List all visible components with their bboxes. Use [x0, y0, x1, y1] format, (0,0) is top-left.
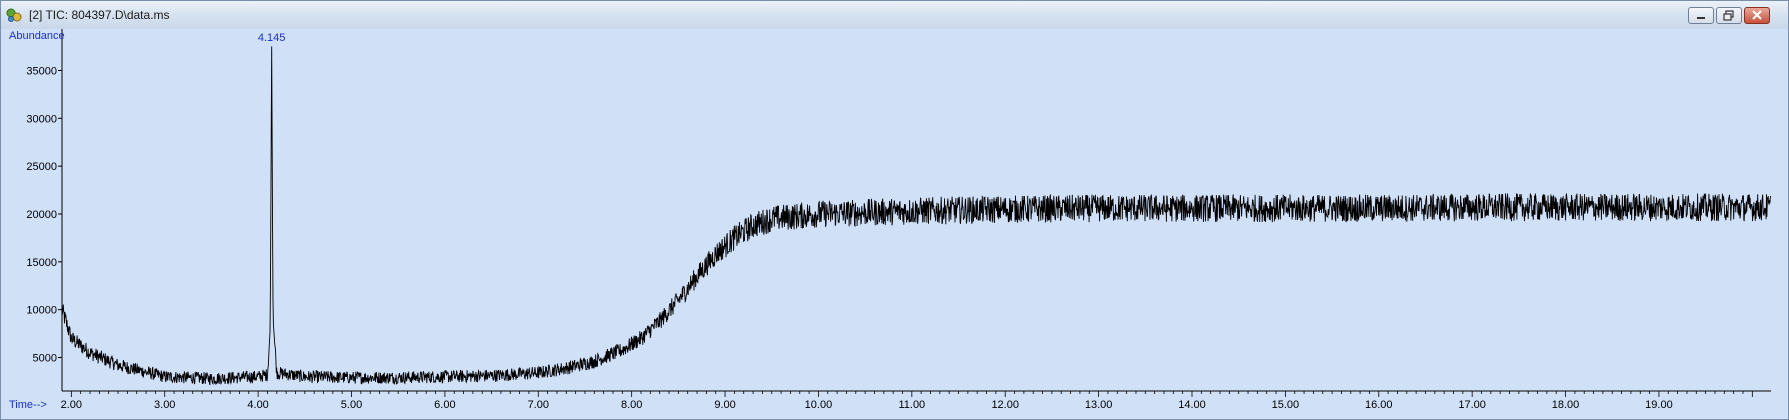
close-button[interactable]	[1744, 7, 1770, 24]
x-tick-label: 12.00	[991, 399, 1019, 411]
y-tick-label: 20000	[26, 209, 57, 221]
x-tick-label: 11.00	[898, 399, 925, 411]
x-tick-label: 3.00	[154, 399, 175, 411]
x-tick-label: 4.00	[247, 399, 268, 411]
axes	[61, 29, 1771, 392]
tic-series-line	[61, 46, 1772, 386]
restore-button[interactable]	[1716, 7, 1742, 24]
close-icon	[1752, 10, 1762, 20]
restore-icon	[1723, 10, 1734, 21]
x-tick-label: 15.00	[1272, 399, 1300, 411]
x-tick-label: 10.00	[805, 399, 833, 411]
x-tick-label: 18.00	[1552, 399, 1580, 411]
chromatogram-plot[interactable]: 5000 10000 15000 20000 25000 30000 35000 2.00 3.…	[1, 29, 1788, 419]
ticks: 5000 10000 15000 20000 25000 30000 35000 2.00 3.…	[26, 65, 1753, 411]
y-tick-label: 5000	[33, 353, 57, 365]
peak-label: 4.145	[258, 32, 286, 44]
title-bar[interactable]: [2] TIC: 804397.D\data.ms	[1, 1, 1788, 30]
series-group	[61, 46, 1772, 386]
minimize-icon	[1697, 17, 1705, 19]
y-tick-label: 10000	[26, 305, 57, 317]
x-tick-label: 7.00	[528, 399, 549, 411]
x-tick-label: 8.00	[621, 399, 642, 411]
window-title: [2] TIC: 804397.D\data.ms	[29, 8, 170, 22]
y-tick-label: 30000	[26, 113, 57, 125]
y-tick-label: 25000	[26, 161, 57, 173]
x-tick-label: 6.00	[434, 399, 455, 411]
x-tick-label: 5.00	[341, 399, 362, 411]
chromatogram-app-icon	[6, 8, 22, 22]
x-tick-label: 14.00	[1178, 399, 1206, 411]
y-axis-label: Abundance	[9, 30, 65, 42]
x-tick-label: 13.00	[1085, 399, 1113, 411]
x-tick-label: 9.00	[714, 399, 735, 411]
y-tick-label: 15000	[26, 257, 57, 269]
y-tick-label: 35000	[26, 65, 57, 77]
x-tick-label: 16.00	[1365, 399, 1393, 411]
x-tick-label: 17.00	[1458, 399, 1486, 411]
plot-background	[1, 29, 1788, 419]
x-tick-label: 2.00	[61, 399, 82, 411]
minimize-button[interactable]	[1688, 7, 1714, 24]
x-axis-label: Time-->	[9, 399, 47, 411]
x-tick-label: 19.00	[1645, 399, 1673, 411]
